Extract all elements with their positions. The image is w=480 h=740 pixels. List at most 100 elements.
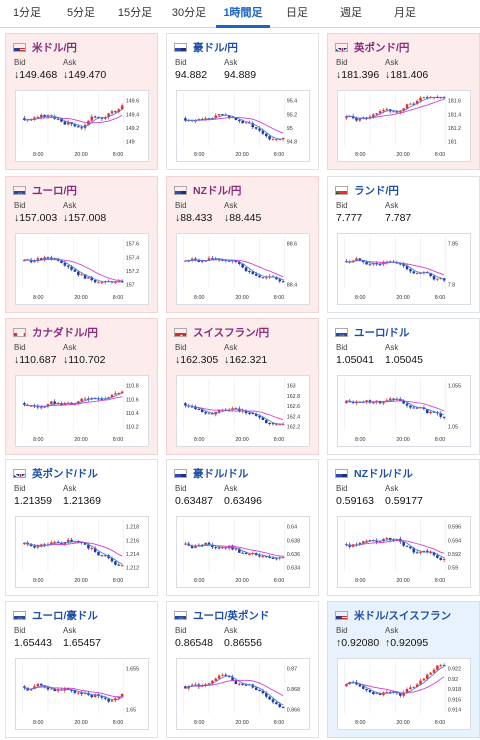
rate-card[interactable]: 英ポンド/ドル Bid Ask 1.21359 1.21369 1.218 1.216 1.2… [5, 459, 158, 596]
candlestick-chart: 7.857.88:00 20:00 8:00 [344, 235, 458, 301]
bid-label: Bid [336, 58, 348, 67]
price-chart[interactable]: 157.6 157.4 157.2 157 8:00 20:00 8:00 [15, 233, 149, 305]
x-tick-label: 8:00 [194, 720, 204, 726]
currency-pair-link[interactable]: ランド/円 [354, 184, 399, 197]
rate-card[interactable]: 英ポンド/円 Bid Ask ↓181.396 ↓181.406 181.6 181.4 18… [327, 33, 480, 170]
currency-pair-link[interactable]: NZドル/円 [193, 184, 242, 197]
candle-body [200, 119, 204, 121]
x-tick-label: 8:00 [33, 152, 43, 158]
candle-body [97, 282, 100, 284]
rate-card[interactable]: ユーロ/円 Bid Ask ↓157.003 ↓157.008 157.6 157.4 157… [5, 176, 158, 313]
flag-icon [335, 468, 348, 478]
moving-average-short [185, 543, 284, 559]
rate-card[interactable]: 米ドル/円 Bid Ask ↓149.468 ↓149.470 149.6 149.4 149… [5, 33, 158, 170]
candle-body [110, 394, 114, 398]
rate-card[interactable]: 豪ドル/ドル Bid Ask 0.63487 0.63496 0.64 0.638 0.636… [166, 459, 319, 596]
currency-pair-link[interactable]: 英ポンド/ドル [32, 467, 98, 480]
rate-card[interactable]: ユーロ/豪ドル Bid Ask 1.65443 1.65457 1.655 1.65 8:00… [5, 601, 158, 738]
y-tick-label: 0.596 [448, 525, 461, 531]
candle-body [241, 683, 244, 685]
price-chart[interactable]: 110.8 110.6 110.4 110.2 8:00 20:00 8:00 [15, 375, 149, 447]
currency-pair-link[interactable]: 米ドル/スイスフラン [354, 609, 452, 622]
price-chart[interactable]: 1.055 1.05 8:00 20:00 8:00 [337, 375, 471, 447]
card-header: NZドル/ドル [335, 466, 413, 480]
candle-body [399, 693, 402, 696]
ask-label: Ask [63, 484, 77, 493]
candle-body [214, 115, 217, 119]
candle-body [33, 117, 36, 120]
rate-card[interactable]: NZドル/円 Bid Ask ↓88.433 ↓88.445 88.6 88.4 8:00 20… [166, 176, 319, 313]
rate-card[interactable]: ユーロ/英ポンド Bid Ask 0.86548 0.86556 0.87 0.868 0.8… [166, 601, 319, 738]
candle-body [442, 559, 446, 561]
currency-pair-link[interactable]: 米ドル/円 [32, 41, 77, 54]
ask-value: ↓162.321 [224, 354, 268, 366]
tab-5[interactable]: 日足 [286, 7, 308, 19]
candle-body [83, 398, 87, 400]
rate-card[interactable]: カナダドル/円 Bid Ask ↓110.687 ↓110.702 110.8 110.6 1… [5, 318, 158, 455]
currency-pair-link[interactable]: スイスフラン/円 [193, 326, 270, 339]
price-chart[interactable]: 0.922 0.92 0.918 0.916 0.914 8:00 20:00 8:00 [337, 658, 471, 730]
currency-pair-link[interactable]: ユーロ/英ポンド [193, 609, 270, 622]
candle-body [365, 688, 368, 691]
candle-body [194, 120, 197, 122]
currency-pair-link[interactable]: 豪ドル/ドル [193, 467, 249, 480]
tab-0[interactable]: 1分足 [12, 7, 42, 19]
price-chart[interactable]: 0.596 0.594 0.592 0.59 8:00 20:00 8:00 [337, 516, 471, 588]
candle-body [241, 120, 244, 124]
candle-body [432, 669, 436, 673]
candle-body [399, 263, 402, 265]
price-chart[interactable]: 0.87 0.868 0.866 8:00 20:00 8:00 [176, 658, 310, 730]
price-chart[interactable]: 88.6 88.4 8:00 20:00 8:00 [176, 233, 310, 305]
candle-body [194, 258, 197, 260]
price-chart[interactable]: 95.4 95.2 95 94.8 8:00 20:00 8:00 [176, 90, 310, 162]
tab-3[interactable]: 30分足 [171, 7, 207, 19]
rate-card[interactable]: ユーロ/ドル Bid Ask 1.05041 1.05045 1.055 1.05 8:00 2… [327, 318, 480, 455]
rate-card[interactable]: スイスフラン/円 Bid Ask ↓162.305 ↓162.321 163 162.8 16… [166, 318, 319, 455]
currency-pair-link[interactable]: NZドル/ドル [354, 467, 413, 480]
card-header: 英ポンド/円 [335, 40, 409, 54]
price-chart[interactable]: 181.6 181.4 181.2 181 8:00 20:00 8:00 [337, 90, 471, 162]
price-chart[interactable]: 0.64 0.638 0.636 0.634 8:00 20:00 8:00 [176, 516, 310, 588]
currency-pair-link[interactable]: ユーロ/豪ドル [32, 609, 98, 622]
candle-body [439, 97, 443, 99]
candle-body [422, 550, 426, 553]
candle-body [248, 271, 251, 273]
currency-pair-link[interactable]: 豪ドル/円 [193, 41, 238, 54]
tab-4[interactable]: 1時間足 [216, 0, 270, 28]
candle-body [258, 555, 261, 557]
rate-card[interactable]: 米ドル/スイスフラン Bid Ask ↑0.92080 ↑0.92095 0.922 0.9… [327, 601, 480, 738]
price-chart[interactable]: 149.6 149.4 149.2 149 8:00 20:00 8:00 [15, 90, 149, 162]
currency-pair-link[interactable]: ユーロ/円 [32, 184, 77, 197]
rate-card[interactable]: 豪ドル/円 Bid Ask 94.882 94.889 95.4 95.2 95 94.8 8:0… [166, 33, 319, 170]
candle-body [97, 116, 100, 118]
candle-body [77, 692, 80, 694]
candle-body [120, 105, 124, 110]
rate-card[interactable]: ランド/円 Bid Ask 7.777 7.787 7.85 7.8 8:00 20:00 8:0… [327, 176, 480, 313]
tab-7[interactable]: 月足 [394, 7, 416, 19]
currency-pair-link[interactable]: ユーロ/ドル [354, 326, 410, 339]
candle-body [432, 411, 436, 413]
candle-body [436, 555, 439, 558]
moving-average-long [185, 679, 284, 697]
candle-body [415, 684, 419, 687]
candle-body [46, 687, 50, 690]
flag-icon [335, 42, 348, 52]
price-chart[interactable]: 163 162.8 162.6 162.4 162.2 8:00 20:00 8:00 [176, 375, 310, 447]
candle-body [422, 678, 426, 681]
tab-6[interactable]: 週足 [340, 7, 362, 19]
currency-pair-link[interactable]: 英ポンド/円 [354, 41, 410, 54]
tab-2[interactable]: 15分足 [117, 7, 153, 19]
candle-body [258, 275, 261, 278]
y-tick-label: 1.05 [448, 425, 458, 431]
price-chart[interactable]: 1.218 1.216 1.214 1.212 8:00 20:00 8:00 [15, 516, 149, 588]
currency-pair-link[interactable]: カナダドル/円 [32, 326, 98, 339]
bid-value: ↓157.003 [14, 212, 58, 224]
price-chart[interactable]: 1.655 1.65 8:00 20:00 8:00 [15, 658, 149, 730]
candle-body [419, 272, 422, 274]
candle-body [271, 423, 275, 425]
y-tick-label: 1.214 [126, 552, 139, 558]
price-chart[interactable]: 7.85 7.8 8:00 20:00 8:00 [337, 233, 471, 305]
tab-1[interactable]: 5分足 [66, 7, 96, 19]
rate-card[interactable]: NZドル/ドル Bid Ask 0.59163 0.59177 0.596 0.594 0.5… [327, 459, 480, 596]
